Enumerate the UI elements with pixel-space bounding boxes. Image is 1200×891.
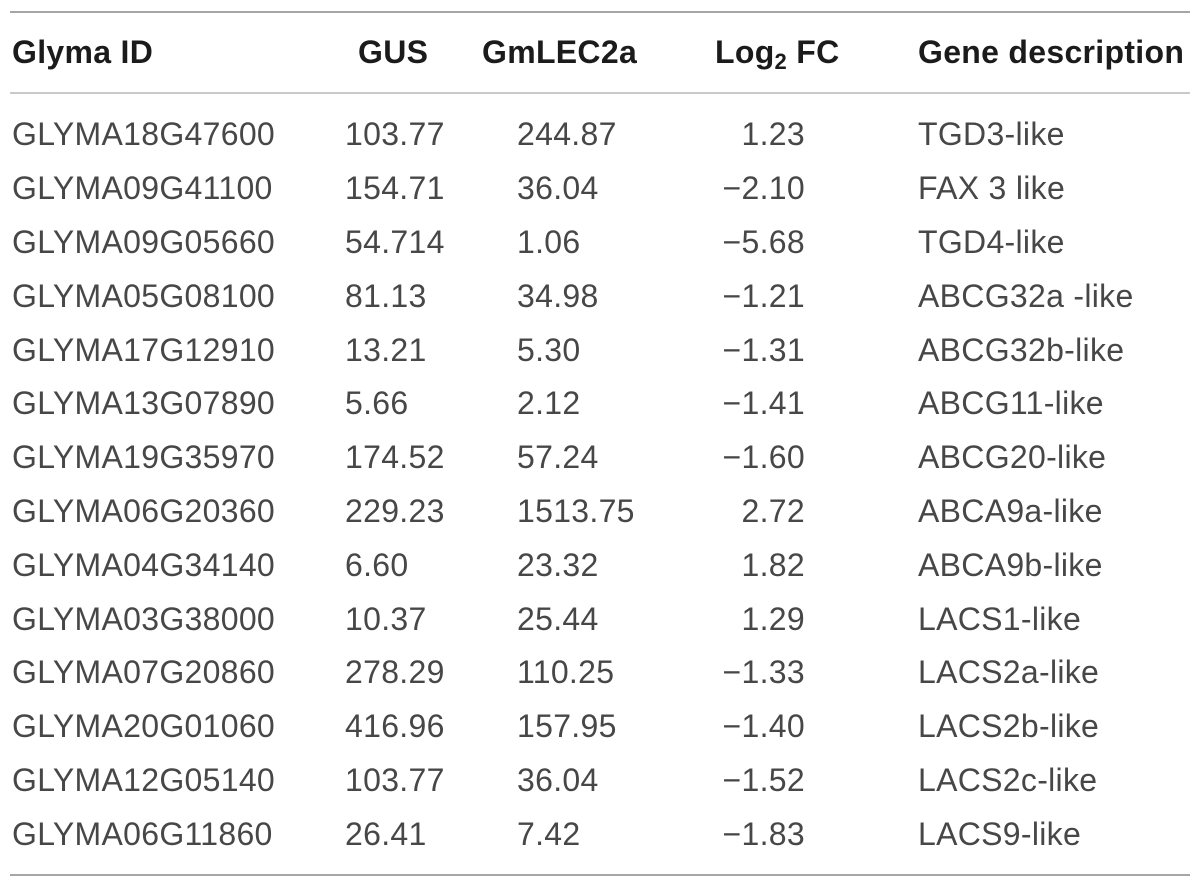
cell-glyma-id: GLYMA05G08100 [12, 277, 276, 314]
cell-gene-description: ABCG11-like [918, 385, 1104, 422]
table-row: GLYMA06G20360 229.23 1513.75 2.72 ABCA9a… [12, 485, 1188, 539]
cell-gene-description: LACS2a-like [918, 654, 1100, 691]
cell-gus-value: 13.21 [345, 331, 427, 368]
cell-gene-description: ABCG32a -like [918, 277, 1134, 314]
cell-gene-description: ABCA9a-like [918, 492, 1103, 529]
cell-gus-value: 154.71 [345, 170, 445, 207]
cell-gene-description: ABCG32b-like [918, 331, 1125, 368]
cell-gus-value: 278.29 [345, 654, 445, 691]
cell-log2-fc-value: 1.23 [741, 116, 805, 153]
table-row: GLYMA19G35970 174.52 57.24 −1.60 ABCG20-… [12, 431, 1188, 485]
cell-gene-description: TGD4-like [918, 223, 1065, 260]
cell-gene-description: ABCA9b-like [918, 546, 1103, 583]
table-bottom-rule [10, 874, 1190, 876]
cell-gus-value: 54.714 [345, 223, 445, 260]
cell-log2-fc-value: −1.52 [722, 761, 805, 798]
cell-gene-description: LACS2c-like [918, 761, 1098, 798]
column-header-gmlec2a: GmLEC2a [482, 34, 638, 70]
table-row: GLYMA18G47600 103.77 244.87 1.23 TGD3-li… [12, 108, 1188, 162]
cell-glyma-id: GLYMA09G05660 [12, 223, 276, 260]
cell-gmlec2a-value: 110.25 [517, 654, 615, 691]
cell-log2-fc-value: −1.60 [722, 439, 805, 476]
cell-gene-description: TGD3-like [918, 116, 1065, 153]
cell-log2-fc-value: −5.68 [722, 223, 805, 260]
cell-log2-fc-value: −1.21 [722, 277, 805, 314]
cell-gmlec2a-value: 1513.75 [517, 492, 635, 529]
column-header-gus: GUS [358, 34, 429, 70]
cell-gus-value: 103.77 [345, 116, 445, 153]
cell-gus-value: 103.77 [345, 761, 445, 798]
cell-log2-fc-value: −1.31 [722, 331, 805, 368]
cell-gus-value: 81.13 [345, 277, 427, 314]
cell-gus-value: 416.96 [345, 708, 445, 745]
cell-glyma-id: GLYMA09G41100 [12, 170, 273, 207]
cell-glyma-id: GLYMA19G35970 [12, 439, 276, 476]
table-header-row: Glyma ID GUS GmLEC2a Log2 FC Gene descri… [12, 13, 1188, 92]
cell-gmlec2a-value: 157.95 [517, 708, 617, 745]
cell-gmlec2a-value: 5.30 [517, 331, 581, 368]
cell-glyma-id: GLYMA07G20860 [12, 654, 276, 691]
column-header-gene-description: Gene description [918, 34, 1185, 70]
cell-gmlec2a-value: 25.44 [517, 600, 599, 637]
column-header-glyma-id: Glyma ID [12, 34, 154, 70]
table-top-rule [10, 11, 1190, 13]
log2fc-label-post: FC [787, 34, 840, 70]
cell-glyma-id: GLYMA17G12910 [12, 331, 276, 368]
cell-gmlec2a-value: 1.06 [517, 223, 581, 260]
cell-glyma-id: GLYMA04G34140 [12, 546, 276, 583]
cell-gmlec2a-value: 34.98 [517, 277, 599, 314]
cell-glyma-id: GLYMA12G05140 [12, 761, 276, 798]
cell-gus-value: 6.60 [345, 546, 409, 583]
cell-gene-description: FAX 3 like [918, 170, 1066, 207]
cell-gus-value: 10.37 [345, 600, 427, 637]
cell-glyma-id: GLYMA06G20360 [12, 492, 276, 529]
table-row: GLYMA12G05140 103.77 36.04 −1.52 LACS2c-… [12, 754, 1188, 808]
cell-glyma-id: GLYMA13G07890 [12, 385, 276, 422]
cell-gus-value: 174.52 [345, 439, 445, 476]
cell-gmlec2a-value: 36.04 [517, 170, 599, 207]
cell-gene-description: ABCG20-like [918, 439, 1107, 476]
log2fc-label-pre: Log [715, 34, 775, 70]
cell-glyma-id: GLYMA20G01060 [12, 708, 276, 745]
table-row: GLYMA03G38000 10.37 25.44 1.29 LACS1-lik… [12, 592, 1188, 646]
cell-gmlec2a-value: 36.04 [517, 761, 599, 798]
table-row: GLYMA04G34140 6.60 23.32 1.82 ABCA9b-lik… [12, 538, 1188, 592]
table-row: GLYMA05G08100 81.13 34.98 −1.21 ABCG32a … [12, 269, 1188, 323]
cell-glyma-id: GLYMA18G47600 [12, 116, 276, 153]
cell-log2-fc-value: 1.82 [741, 546, 805, 583]
cell-glyma-id: GLYMA03G38000 [12, 600, 276, 637]
table-header-rule [10, 92, 1190, 94]
log2fc-label-subscript: 2 [774, 49, 788, 74]
cell-log2-fc-value: −1.40 [722, 708, 805, 745]
cell-gmlec2a-value: 7.42 [517, 815, 581, 852]
cell-gmlec2a-value: 2.12 [517, 385, 581, 422]
cell-gus-value: 26.41 [345, 815, 427, 852]
cell-log2-fc-value: 1.29 [741, 600, 805, 637]
cell-log2-fc-value: −1.33 [722, 654, 805, 691]
table-row: GLYMA20G01060 416.96 157.95 −1.40 LACS2b… [12, 700, 1188, 754]
cell-gene-description: LACS9-like [918, 815, 1082, 852]
table-row: GLYMA07G20860 278.29 110.25 −1.33 LACS2a… [12, 646, 1188, 700]
table-row: GLYMA09G05660 54.714 1.06 −5.68 TGD4-lik… [12, 216, 1188, 270]
cell-log2-fc-value: −1.83 [722, 815, 805, 852]
cell-log2-fc-value: −1.41 [722, 385, 805, 422]
table-row: GLYMA09G41100 154.71 36.04 −2.10 FAX 3 l… [12, 162, 1188, 216]
cell-gene-description: LACS1-like [918, 600, 1082, 637]
cell-gmlec2a-value: 244.87 [517, 116, 617, 153]
table-row: GLYMA13G07890 5.66 2.12 −1.41 ABCG11-lik… [12, 377, 1188, 431]
cell-gmlec2a-value: 57.24 [517, 439, 599, 476]
table-row: GLYMA06G11860 26.41 7.42 −1.83 LACS9-lik… [12, 807, 1188, 861]
cell-glyma-id: GLYMA06G11860 [12, 815, 273, 852]
table-body: GLYMA18G47600 103.77 244.87 1.23 TGD3-li… [12, 108, 1188, 861]
cell-log2-fc-value: 2.72 [741, 492, 805, 529]
cell-gene-description: LACS2b-like [918, 708, 1100, 745]
cell-gmlec2a-value: 23.32 [517, 546, 599, 583]
cell-log2-fc-value: −2.10 [722, 170, 805, 207]
cell-gus-value: 229.23 [345, 492, 445, 529]
cell-gus-value: 5.66 [345, 385, 409, 422]
table-row: GLYMA17G12910 13.21 5.30 −1.31 ABCG32b-l… [12, 323, 1188, 377]
column-header-log2-fc: Log2 FC [715, 34, 845, 74]
